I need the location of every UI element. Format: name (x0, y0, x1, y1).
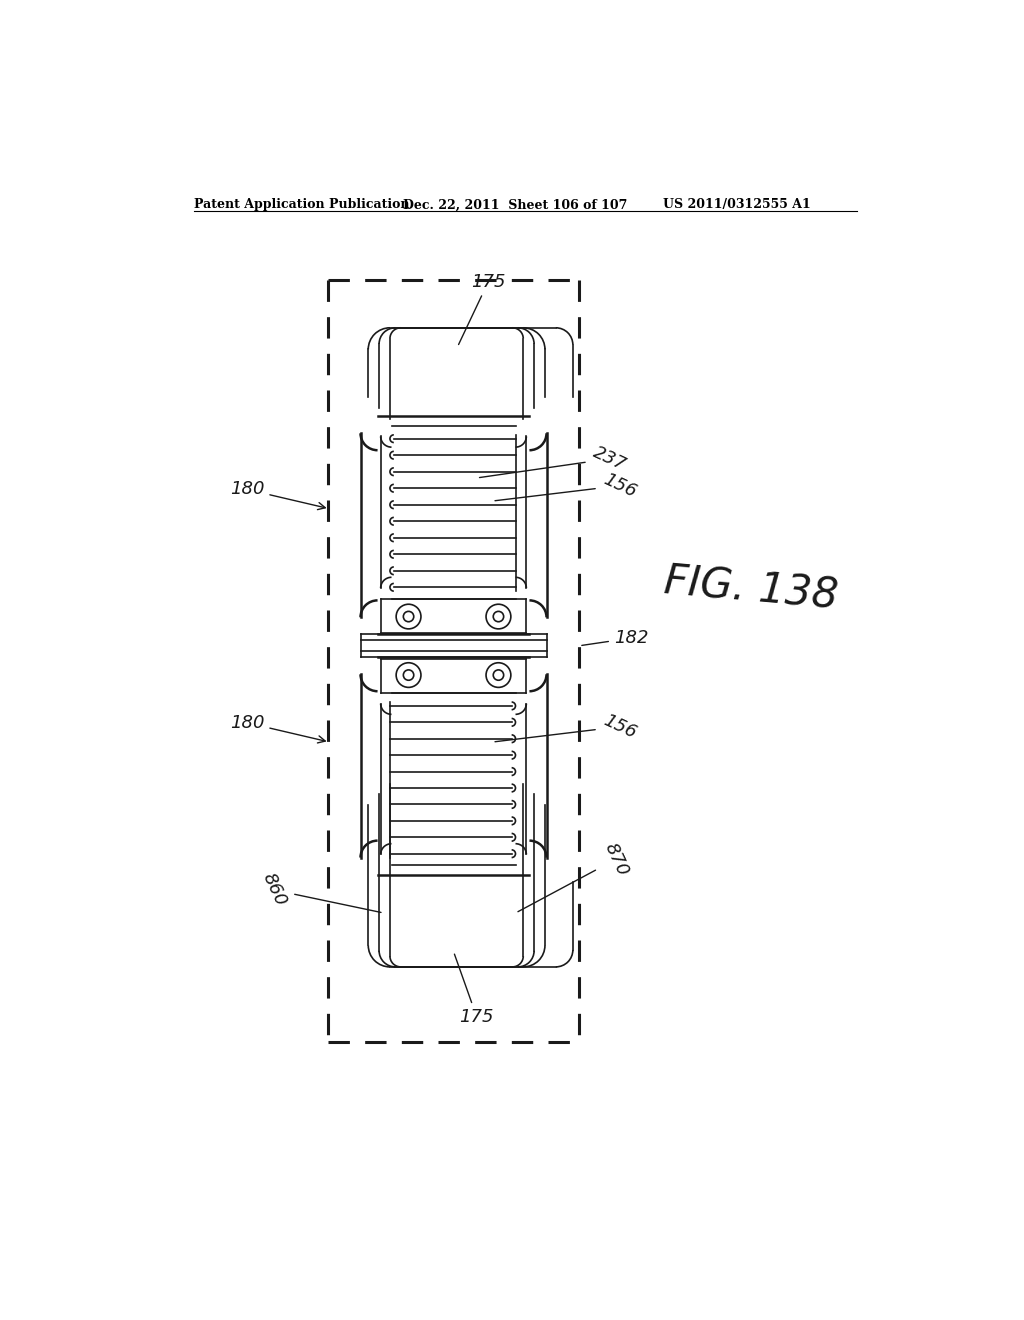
Text: 175: 175 (455, 954, 494, 1026)
Text: 180: 180 (230, 714, 326, 743)
Text: 180: 180 (230, 480, 326, 510)
Text: Dec. 22, 2011  Sheet 106 of 107: Dec. 22, 2011 Sheet 106 of 107 (403, 198, 628, 211)
Text: 237: 237 (479, 444, 630, 478)
Text: 156: 156 (495, 711, 640, 742)
Text: 870: 870 (518, 840, 632, 912)
Text: 175: 175 (459, 273, 506, 345)
Text: US 2011/0312555 A1: US 2011/0312555 A1 (663, 198, 811, 211)
Text: FIG. 138: FIG. 138 (663, 561, 841, 618)
Text: 156: 156 (495, 470, 640, 502)
Text: 860: 860 (258, 870, 381, 912)
Text: Patent Application Publication: Patent Application Publication (194, 198, 410, 211)
Text: 182: 182 (582, 630, 648, 647)
